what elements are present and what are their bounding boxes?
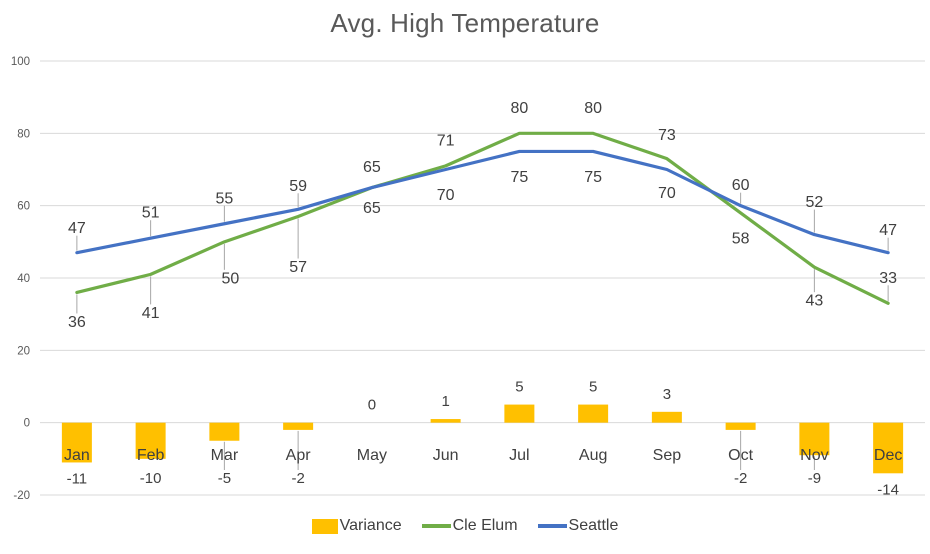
svg-text:57: 57	[289, 259, 307, 276]
cle-elum-swatch-icon	[421, 524, 451, 528]
svg-text:5: 5	[515, 379, 523, 396]
leader-lines	[76, 192, 889, 470]
legend-label-variance: Variance	[339, 517, 402, 534]
svg-text:Jan: Jan	[64, 447, 90, 464]
svg-text:47: 47	[68, 220, 86, 237]
svg-text:50: 50	[221, 270, 239, 287]
svg-text:80: 80	[17, 128, 30, 140]
legend-item-variance[interactable]: Variance	[311, 517, 402, 535]
svg-text:-2: -2	[734, 470, 747, 487]
svg-text:80: 80	[510, 100, 528, 117]
svg-text:0: 0	[368, 397, 376, 414]
svg-text:47: 47	[879, 222, 897, 239]
svg-text:70: 70	[437, 187, 455, 204]
svg-text:Mar: Mar	[211, 447, 239, 464]
svg-text:52: 52	[805, 194, 823, 211]
svg-text:75: 75	[510, 169, 528, 186]
svg-text:Jul: Jul	[509, 447, 529, 464]
svg-text:-10: -10	[140, 470, 162, 487]
chart-title: Avg. High Temperature	[330, 8, 600, 38]
svg-text:Feb: Feb	[137, 447, 165, 464]
svg-text:60: 60	[17, 201, 30, 213]
svg-text:May: May	[357, 447, 387, 464]
svg-text:-5: -5	[218, 470, 231, 487]
chart-legend: Variance Cle Elum Seattle	[0, 517, 930, 535]
svg-text:-20: -20	[13, 490, 30, 502]
svg-text:Aug: Aug	[579, 447, 607, 464]
svg-text:80: 80	[584, 100, 602, 117]
svg-text:-14: -14	[877, 481, 899, 498]
svg-text:41: 41	[142, 305, 160, 322]
svg-text:70: 70	[658, 185, 676, 202]
svg-text:58: 58	[732, 230, 750, 247]
svg-text:33: 33	[879, 270, 897, 287]
svg-text:71: 71	[437, 132, 455, 149]
y-axis-labels: -20 0 20 40 60 80 100	[11, 56, 30, 502]
seattle-swatch-icon	[537, 524, 567, 528]
legend-item-seattle[interactable]: Seattle	[537, 517, 619, 535]
svg-text:1: 1	[441, 393, 449, 410]
svg-text:40: 40	[17, 273, 30, 285]
svg-text:73: 73	[658, 127, 676, 144]
svg-text:43: 43	[805, 293, 823, 310]
legend-label-seattle: Seattle	[568, 517, 619, 534]
svg-text:0: 0	[24, 418, 30, 430]
svg-text:5: 5	[589, 379, 597, 396]
svg-text:65: 65	[363, 159, 381, 176]
svg-text:75: 75	[584, 169, 602, 186]
svg-text:Sep: Sep	[653, 447, 682, 464]
svg-text:60: 60	[732, 177, 750, 194]
svg-text:Oct: Oct	[728, 447, 753, 464]
svg-text:100: 100	[11, 56, 30, 68]
svg-text:-11: -11	[67, 470, 88, 487]
seattle-line	[75, 149, 890, 255]
svg-text:-2: -2	[291, 470, 304, 487]
svg-text:20: 20	[17, 345, 30, 357]
svg-text:Dec: Dec	[874, 447, 902, 464]
svg-text:3: 3	[663, 386, 671, 403]
legend-label-cle-elum: Cle Elum	[452, 517, 518, 534]
cle-elum-line	[75, 131, 890, 305]
svg-text:Jun: Jun	[433, 447, 459, 464]
legend-item-cle-elum[interactable]: Cle Elum	[421, 517, 518, 535]
svg-text:55: 55	[215, 190, 233, 207]
variance-bars	[61, 404, 904, 474]
svg-text:36: 36	[68, 314, 86, 331]
svg-text:65: 65	[363, 200, 381, 217]
y-gridlines	[40, 60, 925, 496]
svg-text:Apr: Apr	[286, 447, 312, 464]
svg-text:59: 59	[289, 178, 307, 195]
svg-text:51: 51	[142, 205, 160, 222]
variance-swatch-icon	[311, 518, 338, 534]
svg-text:Nov: Nov	[800, 447, 828, 464]
month-labels: Jan Feb Mar Apr May Jun Jul Aug Sep Oct Nov Dec	[64, 447, 902, 464]
svg-text:-9: -9	[808, 470, 821, 487]
